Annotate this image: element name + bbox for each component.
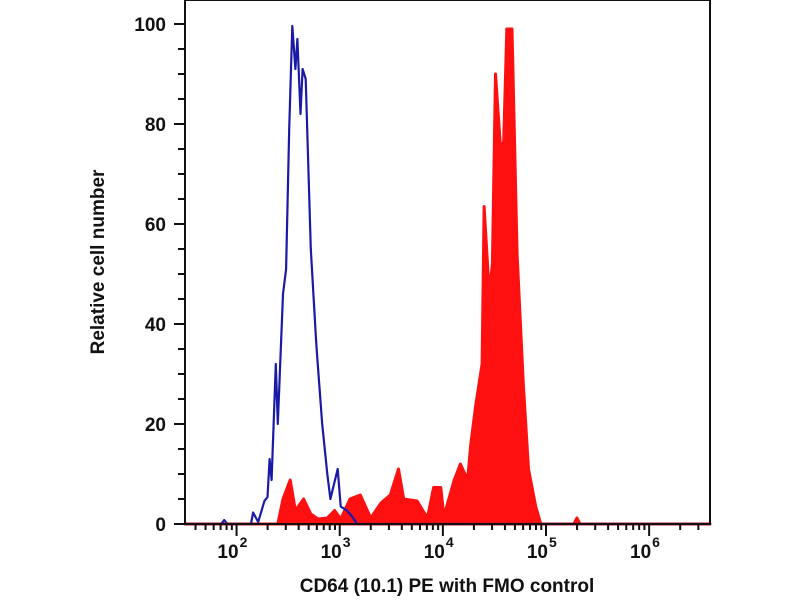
x-axis-title: CD64 (10.1) PE with FMO control bbox=[300, 576, 595, 597]
y-tick-label: 80 bbox=[145, 115, 166, 136]
x-tick-label-exponent: 5 bbox=[549, 534, 557, 550]
plot-frame bbox=[184, 0, 711, 525]
y-axis: 0 20 40 60 80 100 bbox=[134, 15, 185, 536]
x-tick-label-base: 10 bbox=[217, 542, 238, 563]
y-axis-title: Relative cell number bbox=[88, 169, 109, 354]
series-line-fmo-control bbox=[185, 24, 710, 526]
y-tick-label: 40 bbox=[145, 315, 166, 336]
x-tick-label-exponent: 4 bbox=[446, 534, 454, 550]
x-tick-label-base: 10 bbox=[321, 542, 342, 563]
series-layer bbox=[183, 24, 712, 526]
x-tick-label-base: 10 bbox=[527, 542, 548, 563]
y-tick-label: 60 bbox=[145, 215, 166, 236]
series-fill-cd64 bbox=[183, 27, 712, 526]
x-tick-label-exponent: 2 bbox=[240, 534, 248, 550]
y-tick-label: 20 bbox=[145, 415, 166, 436]
x-tick-label-base: 10 bbox=[630, 542, 651, 563]
y-tick-label: 100 bbox=[134, 15, 166, 36]
x-tick-label-base: 10 bbox=[424, 542, 445, 563]
x-tick-label-exponent: 6 bbox=[652, 534, 660, 550]
y-tick-label: 0 bbox=[155, 515, 166, 536]
x-axis: 10 2 10 3 10 4 10 5 10 6 bbox=[194, 524, 700, 563]
x-tick-label-exponent: 3 bbox=[343, 534, 351, 550]
